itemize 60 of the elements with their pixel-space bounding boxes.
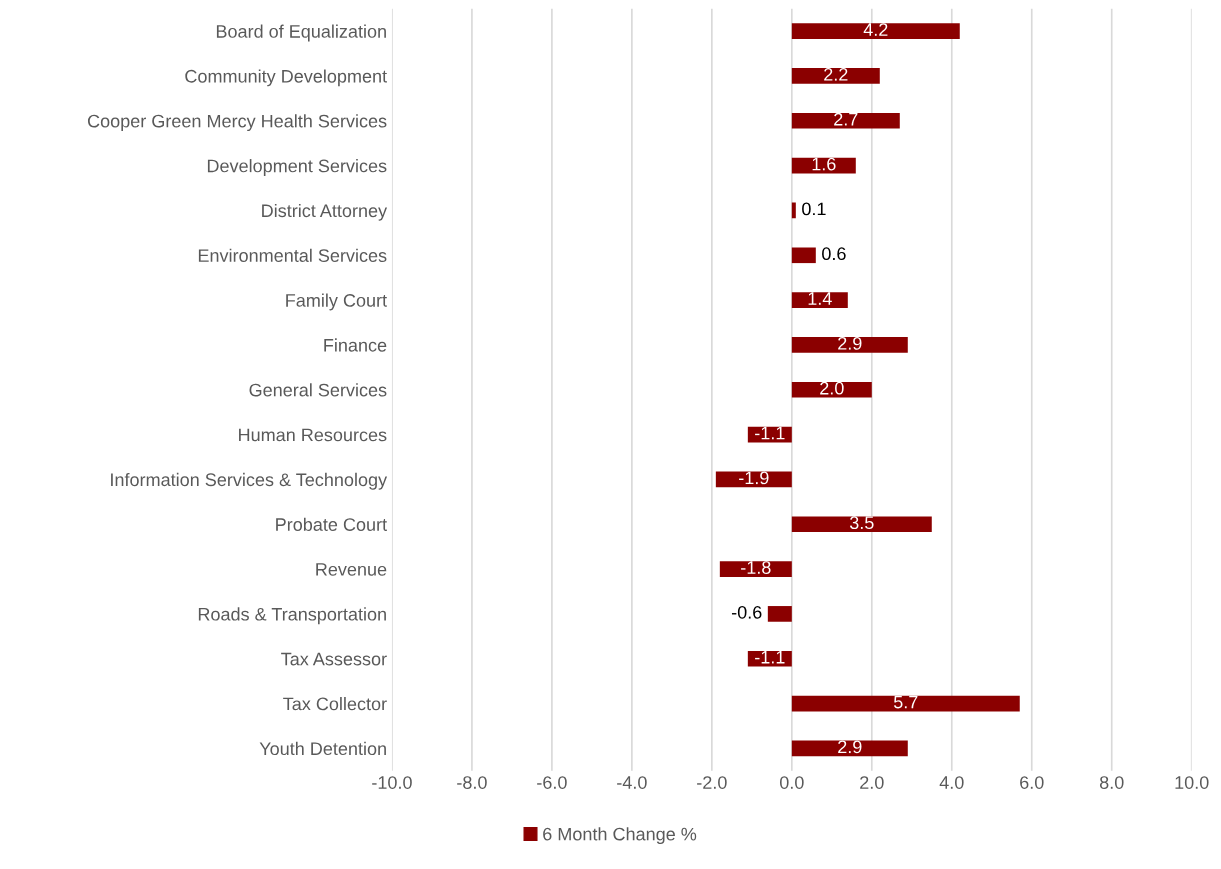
bar [791,68,880,84]
bar [791,112,900,129]
data-label: 2.9 [838,740,862,754]
bar [791,202,796,219]
y-tick-label: Tax Collector [283,697,387,711]
y-tick-label: Roads & Transportation [198,607,386,625]
y-tick-label: Information Services & Technology [111,472,388,490]
data-label: 3.5 [849,516,874,530]
y-tick-label: General Services [249,383,387,397]
x-tick-label: -2.0 [697,776,727,789]
data-label: 4.2 [863,23,888,36]
data-label: -1.1 [755,650,785,664]
data-label: 2.2 [824,68,848,81]
data-label: -1.9 [739,471,769,485]
y-tick-label: Development Services [207,159,387,176]
data-label: 2.9 [838,336,862,350]
y-tick-label: Community Development [185,69,387,87]
x-tick-label: 0.0 [779,776,804,789]
x-tick-label: 10.0 [1175,776,1209,789]
x-tick-label: -10.0 [372,776,412,789]
y-tick-label: Finance [324,338,387,352]
data-label: 2.0 [820,381,844,395]
data-label: 0.6 [822,247,846,261]
y-tick-label: Environmental Services [198,248,387,262]
y-tick-label: Cooper Green Mercy Health Services [87,114,387,132]
x-tick-label: -8.0 [457,776,487,789]
data-label: 2.7 [834,112,858,126]
data-label: 1.6 [812,157,836,171]
x-tick-label: 6.0 [1020,776,1044,789]
y-tick-label: Board of Equalization [216,24,386,42]
bar [747,650,792,667]
y-tick-label: Tax Assessor [281,652,387,666]
x-tick-label: 2.0 [860,776,884,789]
y-tick-label: Family Court [286,293,387,311]
data-label: 1.4 [808,292,832,305]
y-tick-label: Revenue [316,563,387,576]
x-tick-label: -4.0 [617,776,647,789]
data-label: 0.1 [802,202,826,216]
x-tick-label: -6.0 [537,776,567,789]
bar [791,740,908,757]
data-label: 5.7 [893,695,918,709]
y-tick-label: Human Resources [239,428,387,442]
legend-label: 6 Month Change % [543,827,697,845]
bar [791,516,932,533]
x-tick-label: 4.0 [939,776,964,789]
bar [791,695,1020,712]
data-label: -0.6 [731,605,762,619]
bar [791,337,908,353]
bar [791,292,848,308]
bar [791,23,960,39]
bar [791,247,816,264]
data-label: -1.8 [741,561,771,574]
y-tick-label: District Attorney [262,203,388,221]
y-tick-label: Probate Court [276,517,387,531]
bar [719,561,792,577]
data-label: -1.1 [755,426,785,440]
y-tick-label: Youth Detention [259,741,386,756]
bar [791,381,872,398]
x-tick-label: 8.0 [1099,776,1124,789]
bar [767,606,792,622]
